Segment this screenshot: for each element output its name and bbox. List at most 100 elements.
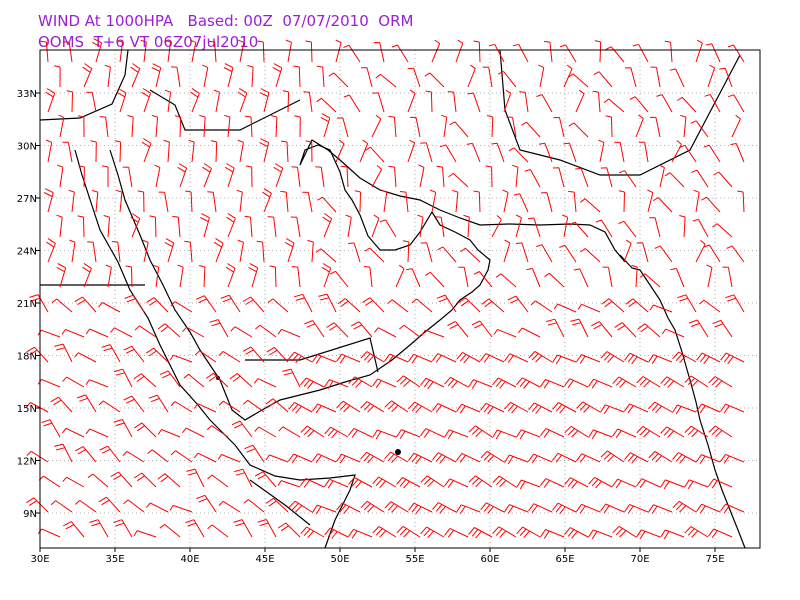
border [245,337,379,373]
wind-barb [51,298,73,313]
wind-barb [50,396,73,413]
wind-barb [318,293,337,313]
wind-barb [205,372,229,388]
wind-barb [712,319,733,338]
wind-barb [280,190,289,213]
wind-barb [45,139,53,163]
wind-barb [444,527,469,538]
wind-barb [56,214,63,238]
wind-barb [725,294,745,313]
wind-barb [182,427,205,438]
wind-barb [593,71,613,88]
wind-barb [269,265,277,288]
wind-barb [247,65,254,88]
wind-barb [672,404,697,415]
wind-barb [408,401,433,414]
wind-barb [407,67,421,88]
wind-barb [316,65,325,88]
wind-barb [290,216,301,238]
wind-barb [300,526,325,539]
wind-barb [82,262,92,288]
wind-barb [75,446,97,463]
wind-barb [312,403,337,414]
wind-barb [420,526,445,539]
wind-barb [564,477,589,489]
wind-barb [695,39,703,63]
wind-barb [291,266,301,288]
wind-barb [654,245,673,263]
wind-barb [74,296,97,313]
wind-barb [194,350,217,363]
wind-barb [244,215,253,238]
wind-barb [360,500,385,513]
wind-barb [703,144,721,163]
wind-barb [503,89,512,113]
wind-barb [185,190,193,213]
wind-barb [672,452,697,464]
wind-barb [614,322,637,338]
wind-barb [568,190,577,213]
wind-barb [326,322,349,338]
lat-label: 30N [17,142,37,153]
wind-barb [504,401,529,414]
wind-barb [720,503,745,514]
wind-barb [287,453,313,464]
wind-barb [552,452,577,463]
wind-barb [660,426,685,438]
wind-barb [707,64,716,88]
wind-barb [237,87,248,113]
wind-barb [731,114,741,138]
wind-barb [255,324,277,338]
wind-barb [278,426,301,438]
wind-barb [603,98,625,113]
wind-barb [648,450,673,463]
wind-barb [103,215,110,238]
wind-barb [618,190,625,213]
wind-barb [486,115,494,138]
wind-barb [540,192,553,213]
wind-barb [307,239,314,263]
wind-barb [452,189,459,213]
wind-barb [703,244,721,263]
wind-barb [636,425,661,438]
wind-barb [526,268,541,288]
wind-barb [528,350,553,363]
wind-barb [637,323,661,338]
wind-barb [170,66,181,88]
wind-barb [515,429,541,440]
wind-barb [580,198,601,213]
wind-barb [467,92,481,113]
wind-barb [98,302,121,313]
wind-barb [315,166,325,188]
wind-barb [225,263,236,288]
wind-barb [304,320,325,338]
wind-barb [384,353,409,364]
wind-barb [708,425,733,438]
wind-barb [518,327,541,338]
wind-barb [408,502,433,515]
wind-barb [420,428,445,438]
wind-barb [125,265,133,288]
wind-barb [265,398,289,413]
header-line2: OOMS T+6 VT 06Z07jul2010 [38,33,258,51]
wind-barb [365,146,385,163]
wind-barb [443,429,469,440]
wind-barb [536,244,553,263]
wind-barb [512,43,529,63]
wind-barb [147,449,169,463]
wind-barb [632,43,649,63]
wind-barb [267,298,289,313]
wind-barb [575,503,601,514]
wind-barb [468,475,493,488]
wind-barb [528,503,553,513]
lon-label: 50E [330,554,349,565]
wind-barb [513,193,529,213]
lat-label: 27N [17,194,37,205]
wind-barb [623,403,649,414]
wind-barb [599,404,625,415]
wind-barb [449,121,469,138]
wind-barb [503,239,511,263]
wind-barb [543,41,553,63]
wind-barb [91,189,99,213]
coastline [299,144,433,251]
